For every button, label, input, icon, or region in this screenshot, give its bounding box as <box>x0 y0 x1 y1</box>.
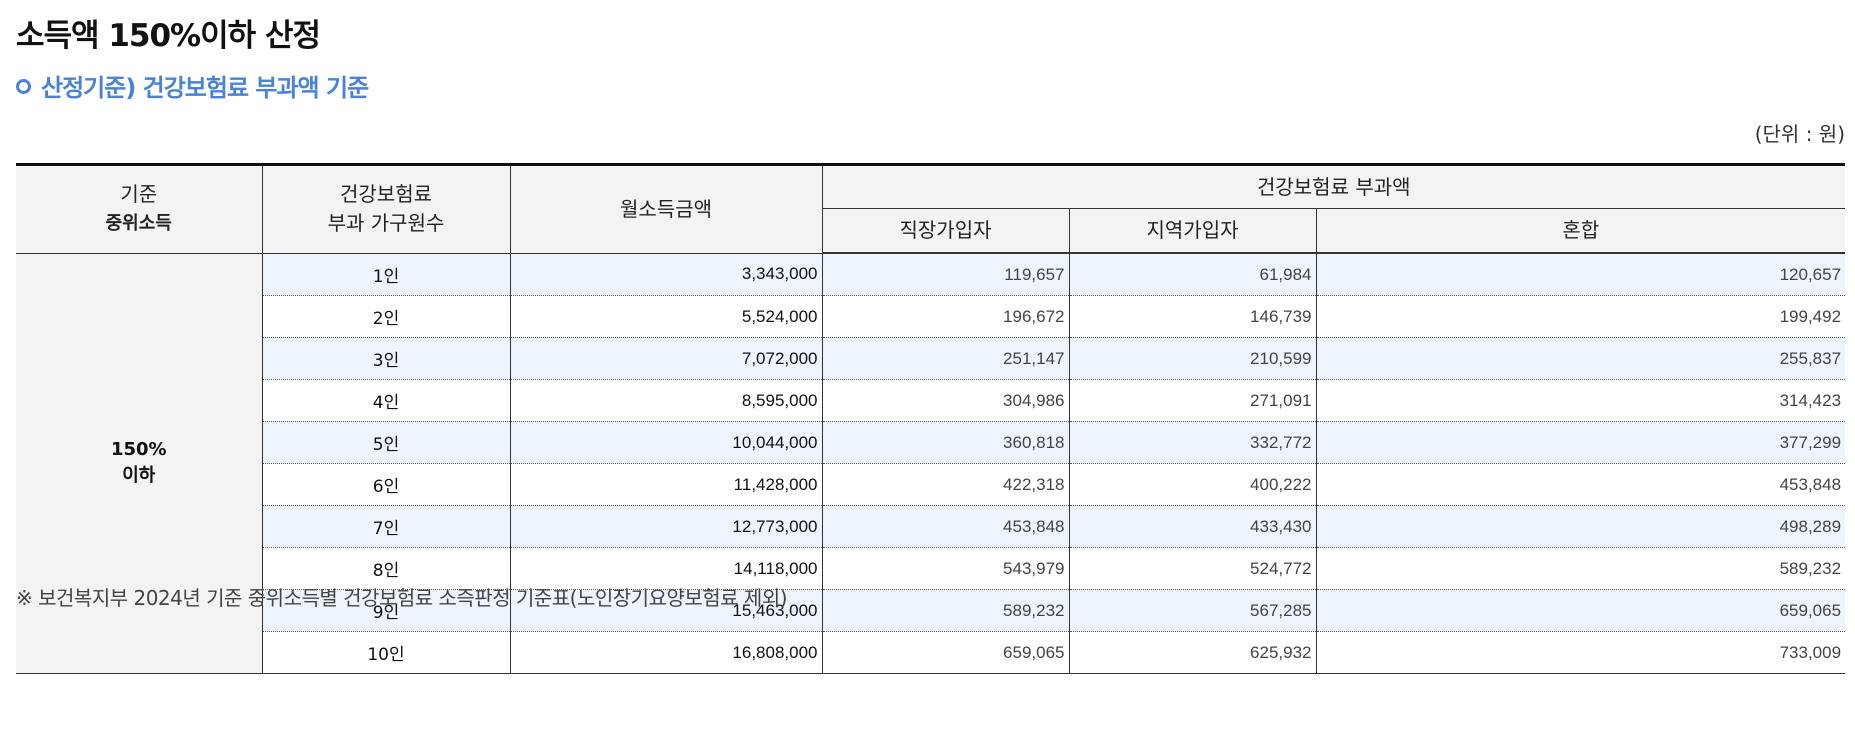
household-cell: 3인 <box>261 337 511 380</box>
workplace-cell: 543,979 <box>821 547 1070 590</box>
mixed-cell: 733,009 <box>1315 631 1846 674</box>
workplace-cell: 119,657 <box>821 253 1070 296</box>
income-cell: 3,343,000 <box>509 253 823 296</box>
household-cell: 5인 <box>261 421 511 464</box>
income-cell: 14,118,000 <box>509 547 823 590</box>
table-row: 5인 10,044,000 360,818 332,772 377,299 <box>16 421 1846 464</box>
mixed-cell: 314,423 <box>1315 379 1846 422</box>
household-cell: 9인 <box>261 589 511 632</box>
mixed-cell: 589,232 <box>1315 547 1846 590</box>
header-household: 건강보험료 부과 가구원수 <box>261 163 511 254</box>
header-regional: 지역가입자 <box>1068 208 1317 254</box>
mixed-cell: 659,065 <box>1315 589 1846 632</box>
household-cell: 1인 <box>261 253 511 296</box>
regional-cell: 433,430 <box>1068 505 1317 548</box>
household-cell: 4인 <box>261 379 511 422</box>
table-row: 6인 11,428,000 422,318 400,222 453,848 <box>16 463 1846 506</box>
regional-cell: 61,984 <box>1068 253 1317 296</box>
workplace-cell: 659,065 <box>821 631 1070 674</box>
mixed-cell: 453,848 <box>1315 463 1846 506</box>
regional-cell: 210,599 <box>1068 337 1317 380</box>
table-row: 3인 7,072,000 251,147 210,599 255,837 <box>16 337 1846 380</box>
group-cell-150: 150% 이하 <box>16 253 263 674</box>
workplace-cell: 251,147 <box>821 337 1070 380</box>
regional-cell: 567,285 <box>1068 589 1317 632</box>
mixed-cell: 498,289 <box>1315 505 1846 548</box>
table-row: 150% 이하 1인 3,343,000 119,657 61,984 120,… <box>16 253 1846 674</box>
household-cell: 6인 <box>261 463 511 506</box>
household-cell: 2인 <box>261 295 511 338</box>
household-cell: 8인 <box>261 547 511 590</box>
group-line1: 150% <box>110 439 167 461</box>
unit-label: (단위 : 원) <box>1754 122 1845 146</box>
header-criterion: 기준 중위소득 <box>16 163 263 254</box>
household-cell: 10인 <box>261 631 511 674</box>
table-row: 4인 8,595,000 304,986 271,091 314,423 <box>16 379 1846 422</box>
regional-cell: 332,772 <box>1068 421 1317 464</box>
income-premium-table: 기준 중위소득 건강보험료 부과 가구원수 월소득금액 건강보험료 부과액 직장… <box>16 163 1846 674</box>
regional-cell: 271,091 <box>1068 379 1317 422</box>
workplace-cell: 453,848 <box>821 505 1070 548</box>
income-cell: 10,044,000 <box>509 421 823 464</box>
table-row: 7인 12,773,000 453,848 433,430 498,289 <box>16 505 1846 548</box>
regional-cell: 400,222 <box>1068 463 1317 506</box>
footnote: ※ 보건복지부 2024년 기준 중위소득별 건강보험료 소즉판정 기준표(노인… <box>16 586 788 610</box>
page-title: 소득액 150%이하 산정 <box>16 18 321 54</box>
table-row: 8인 14,118,000 543,979 524,772 589,232 <box>16 547 1846 590</box>
regional-cell: 524,772 <box>1068 547 1317 590</box>
workplace-cell: 196,672 <box>821 295 1070 338</box>
table-row: 10인 16,808,000 659,065 625,932 733,009 <box>16 631 1846 674</box>
section-subtitle: 산정기준) 건강보험료 부과액 기준 <box>16 68 369 103</box>
income-cell: 12,773,000 <box>509 505 823 548</box>
header-criterion-line1: 기준 <box>120 182 158 207</box>
income-cell: 11,428,000 <box>509 463 823 506</box>
income-cell: 16,808,000 <box>509 631 823 674</box>
group-line2: 이하 <box>122 465 156 487</box>
header-premium-group: 건강보험료 부과액 <box>821 163 1846 209</box>
regional-cell: 625,932 <box>1068 631 1317 674</box>
header-workplace: 직장가입자 <box>821 208 1070 254</box>
workplace-cell: 589,232 <box>821 589 1070 632</box>
table-row: 2인 5,524,000 196,672 146,739 199,492 <box>16 295 1846 338</box>
income-cell: 7,072,000 <box>509 337 823 380</box>
header-household-line1: 건강보험료 <box>340 182 432 207</box>
regional-cell: 146,739 <box>1068 295 1317 338</box>
mixed-cell: 120,657 <box>1315 253 1846 296</box>
header-criterion-line2: 중위소득 <box>105 213 172 235</box>
income-cell: 8,595,000 <box>509 379 823 422</box>
mixed-cell: 255,837 <box>1315 337 1846 380</box>
circle-bullet-icon <box>16 79 31 94</box>
table-row: 9인 15,463,000 589,232 567,285 659,065 <box>16 589 1846 632</box>
section-subtitle-text: 산정기준) 건강보험료 부과액 기준 <box>41 74 369 102</box>
income-cell: 5,524,000 <box>509 295 823 338</box>
mixed-cell: 199,492 <box>1315 295 1846 338</box>
workplace-cell: 360,818 <box>821 421 1070 464</box>
workplace-cell: 422,318 <box>821 463 1070 506</box>
header-household-line2: 부과 가구원수 <box>327 211 445 236</box>
household-cell: 7인 <box>261 505 511 548</box>
header-mixed: 혼합 <box>1315 208 1846 254</box>
header-income: 월소득금액 <box>509 163 823 254</box>
mixed-cell: 377,299 <box>1315 421 1846 464</box>
workplace-cell: 304,986 <box>821 379 1070 422</box>
